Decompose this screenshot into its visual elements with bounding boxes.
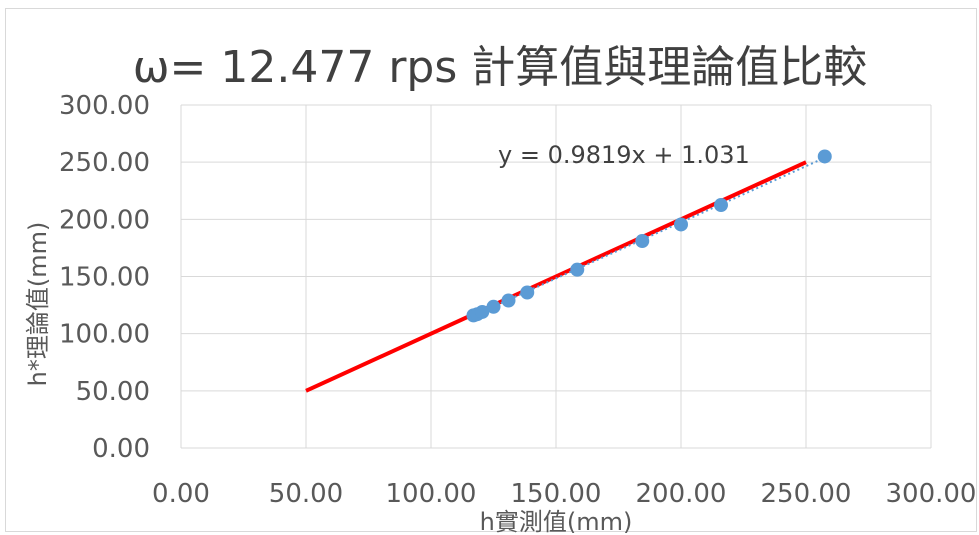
data-point-2 [475,304,490,319]
x-tick-labels: 0.00 50.00 100.00 150.00 200.00 250.00 300.00 [152,479,976,509]
y-tick-label: 200.00 [59,205,150,235]
data-point-4 [501,293,516,308]
trendline [473,156,826,317]
chart-frame [5,8,977,532]
data-point-8 [674,217,688,232]
data-point-7 [635,234,650,249]
x-tick-label: 300.00 [886,479,977,509]
x-tick-label: 50.00 [269,479,343,509]
chart-title: ω= 12.477 rps 計算值與理論值比較 [133,42,868,93]
y-tick-label: 100.00 [59,320,150,350]
x-tick-label: 100.00 [386,479,477,509]
y-tick-label: 0.00 [92,434,150,464]
x-tick-label: 150.00 [511,479,602,509]
data-point-9 [714,198,728,213]
trendline-equation: y = 0.9819x + 1.031 [498,141,750,169]
y-axis-title: h*理論值(mm) [24,222,52,387]
x-axis-title: h實測值(mm) [480,508,633,535]
data-point-10 [817,149,832,164]
x-tick-label: 0.00 [152,479,210,509]
y-tick-label: 150.00 [59,263,150,293]
x-tick-label: 250.00 [761,479,852,509]
y-tick-labels: 0.00 50.00 100.00 150.00 200.00 250.00 300.00 [59,91,150,464]
x-tick-label: 200.00 [636,479,727,509]
data-point-3 [486,299,501,314]
series-layer [305,149,832,393]
data-point-6 [570,262,585,277]
y-tick-label: 50.00 [76,377,150,407]
y-tick-label: 300.00 [59,91,150,121]
y-tick-label: 250.00 [59,148,150,178]
data-point-5 [520,285,535,300]
